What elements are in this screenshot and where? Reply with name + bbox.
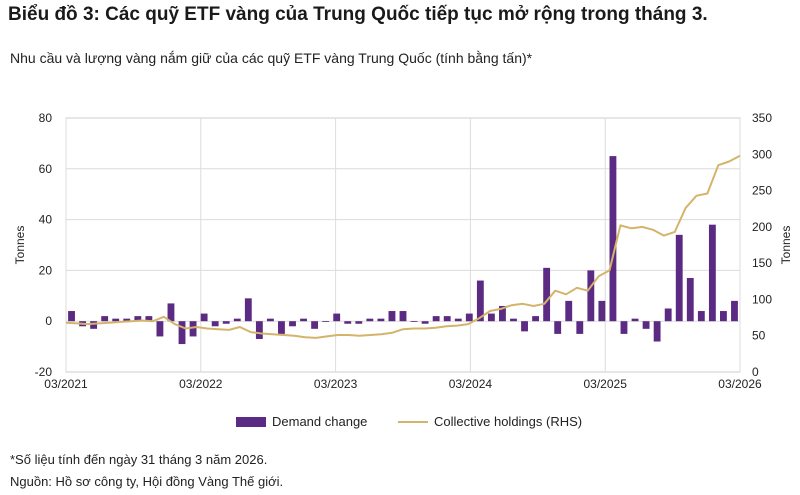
demand-bar — [609, 156, 617, 322]
demand-bar — [487, 313, 495, 322]
demand-bar — [112, 318, 120, 322]
demand-bar — [167, 303, 175, 322]
demand-bar — [476, 280, 484, 322]
demand-bar — [410, 321, 418, 322]
demand-bar — [686, 278, 694, 322]
demand-bar — [244, 298, 252, 322]
y-right-tick-label: 300 — [752, 147, 772, 161]
y-right-tick-label: 350 — [752, 111, 772, 125]
chart-title: Biểu đồ 3: Các quỹ ETF vàng của Trung Qu… — [8, 4, 708, 25]
y-left-tick-label: 20 — [39, 263, 53, 277]
demand-bar — [399, 311, 407, 322]
chart-legend: Demand change Collective holdings (RHS) — [0, 414, 800, 434]
y-left-tick-label: 80 — [39, 111, 53, 125]
demand-bar — [266, 318, 274, 322]
legend-label-holdings: Collective holdings (RHS) — [434, 414, 583, 429]
y-left-axis-title: Tonnes — [13, 226, 27, 265]
demand-bar — [255, 321, 263, 339]
demand-bar — [333, 313, 341, 322]
demand-bar — [134, 316, 142, 322]
demand-bar — [366, 318, 374, 322]
demand-bar — [598, 300, 606, 322]
demand-bar — [156, 321, 164, 337]
demand-bar — [68, 311, 75, 322]
demand-bar — [311, 321, 319, 329]
legend-label-demand: Demand change — [272, 414, 368, 429]
demand-bar — [432, 316, 440, 322]
demand-bar — [720, 311, 727, 322]
demand-bar — [344, 321, 352, 324]
y-right-tick-label: 50 — [752, 329, 766, 343]
demand-bar — [697, 311, 705, 322]
demand-bar — [532, 316, 540, 322]
demand-bar — [631, 318, 639, 322]
legend-item-demand: Demand change — [236, 414, 367, 429]
demand-bar — [233, 318, 241, 322]
y-left-tick-label: 40 — [39, 213, 53, 227]
demand-bar — [178, 321, 186, 345]
y-left-tick-label: 0 — [45, 314, 52, 328]
demand-bar — [222, 321, 230, 324]
demand-bar — [145, 316, 153, 322]
legend-swatch-line — [398, 420, 428, 423]
demand-bar — [653, 321, 661, 342]
demand-bar — [289, 321, 296, 327]
y-right-tick-label: 150 — [752, 256, 772, 270]
demand-bar — [454, 318, 462, 322]
y-right-tick-label: 200 — [752, 220, 772, 234]
x-tick-label: 03/2022 — [179, 377, 223, 391]
legend-swatch-bar — [236, 416, 266, 427]
demand-bar — [708, 224, 716, 322]
demand-bar — [664, 308, 672, 322]
demand-bar — [278, 321, 285, 334]
demand-bar — [388, 311, 396, 322]
plot-frame — [65, 117, 741, 373]
etf-chart: 03/2021 03/2022 03/2023 03/2024 03/2025 03/20… — [13, 111, 793, 391]
demand-bar — [543, 267, 551, 322]
demand-bar — [576, 321, 584, 334]
demand-bar — [123, 318, 131, 322]
y-right-tick-label: 0 — [752, 365, 759, 379]
demand-bar — [355, 321, 363, 324]
demand-bar — [642, 321, 650, 329]
demand-bar — [443, 316, 451, 322]
y-left-tick-label: -20 — [35, 365, 53, 379]
demand-bar — [421, 321, 429, 324]
demand-bar — [377, 318, 385, 322]
legend-item-holdings: Collective holdings (RHS) — [398, 414, 582, 429]
y-right-axis-title: Tonnes — [779, 226, 793, 265]
demand-bar — [499, 305, 506, 322]
demand-bar — [510, 318, 517, 322]
demand-bar — [565, 300, 573, 322]
demand-bar — [554, 321, 562, 334]
demand-bar — [90, 321, 98, 329]
demand-bar — [200, 313, 208, 322]
y-left-tick-label: 60 — [39, 162, 53, 176]
y-right-tick-label: 250 — [752, 184, 772, 198]
chart-subtitle: Nhu cầu và lượng vàng nắm giữ của các qu… — [10, 50, 533, 66]
y-right-tick-label: 100 — [752, 292, 772, 306]
demand-bar — [675, 234, 683, 322]
holdings-line — [65, 154, 741, 339]
demand-bar — [587, 270, 595, 322]
demand-bar — [620, 321, 628, 334]
demand-bar — [731, 300, 738, 322]
demand-bar — [189, 321, 197, 337]
x-tick-label: 03/2024 — [449, 377, 493, 391]
x-tick-label: 03/2021 — [44, 377, 88, 391]
x-tick-label: 03/2026 — [718, 377, 762, 391]
footnote: *Số liệu tính đến ngày 31 tháng 3 năm 20… — [10, 452, 268, 467]
demand-bar — [521, 321, 528, 332]
demand-bar — [465, 313, 473, 322]
demand-bar — [322, 321, 330, 322]
demand-bar — [300, 318, 307, 322]
x-tick-label: 03/2025 — [584, 377, 628, 391]
x-tick-label: 03/2023 — [314, 377, 358, 391]
demand-bar — [101, 316, 109, 322]
demand-bar — [211, 321, 219, 327]
source-note: Nguồn: Hồ sơ công ty, Hội đồng Vàng Thế … — [10, 474, 284, 489]
